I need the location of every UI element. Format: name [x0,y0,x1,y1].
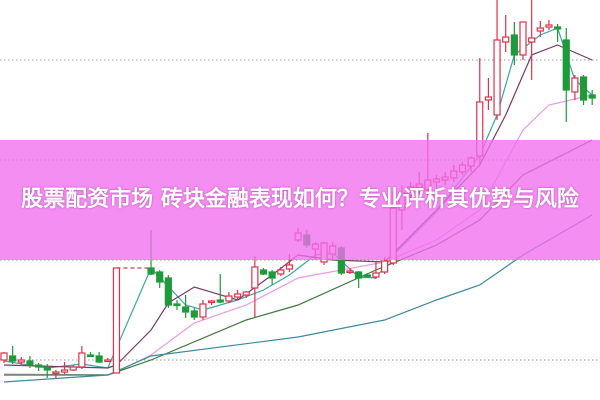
candle-body [43,366,51,371]
candle-body [381,260,389,273]
candle-body [268,271,276,279]
candle-body [164,277,172,306]
candle-body [355,271,363,279]
candle-body [147,267,155,275]
candle-body [156,271,164,283]
candle-body [95,355,103,363]
candle-body [285,264,294,270]
candle-body [52,371,60,375]
candle-body [60,369,69,373]
candle-body [259,269,268,275]
candle-body [112,267,121,374]
candle-body [242,291,250,296]
candle-body [17,359,25,363]
candle-body [78,352,86,368]
candle-body [86,354,95,358]
candle-body [562,39,570,91]
candle-body [363,274,371,278]
moving-average-line [3,214,593,383]
candle-body [579,76,588,101]
article-title: 股票配资市场 砖块金融表现如何？专业评析其优势与风险 [21,187,579,212]
candle-body [510,34,518,56]
candle-body [528,37,536,43]
candle-body [173,303,181,307]
candle-body [536,27,544,32]
candle-body [104,359,112,363]
candle-body [208,300,216,304]
title-banner: 股票配资市场 砖块金融表现如何？专业评析其优势与风险 [0,140,600,260]
candle-body [0,352,8,361]
candle-body [251,266,259,289]
candle-body [571,77,579,93]
candle-body [493,39,501,116]
candle-body [9,355,17,362]
candle-body [545,24,553,28]
candle-body [588,94,596,99]
candle-body [182,306,190,313]
candle-body [69,366,77,371]
candle-body [190,310,198,318]
candle-body [233,293,242,298]
candle-body [225,295,233,302]
candle-body [484,96,492,101]
candle-body [199,303,207,318]
candle-body [346,270,354,274]
candle-body [553,26,562,30]
candle-body [502,36,510,43]
candle-body [34,364,43,368]
candle-body [372,272,380,278]
candle-body [519,21,527,56]
candle-body [216,299,224,303]
candle-body [26,360,34,366]
candle-body [277,269,285,275]
